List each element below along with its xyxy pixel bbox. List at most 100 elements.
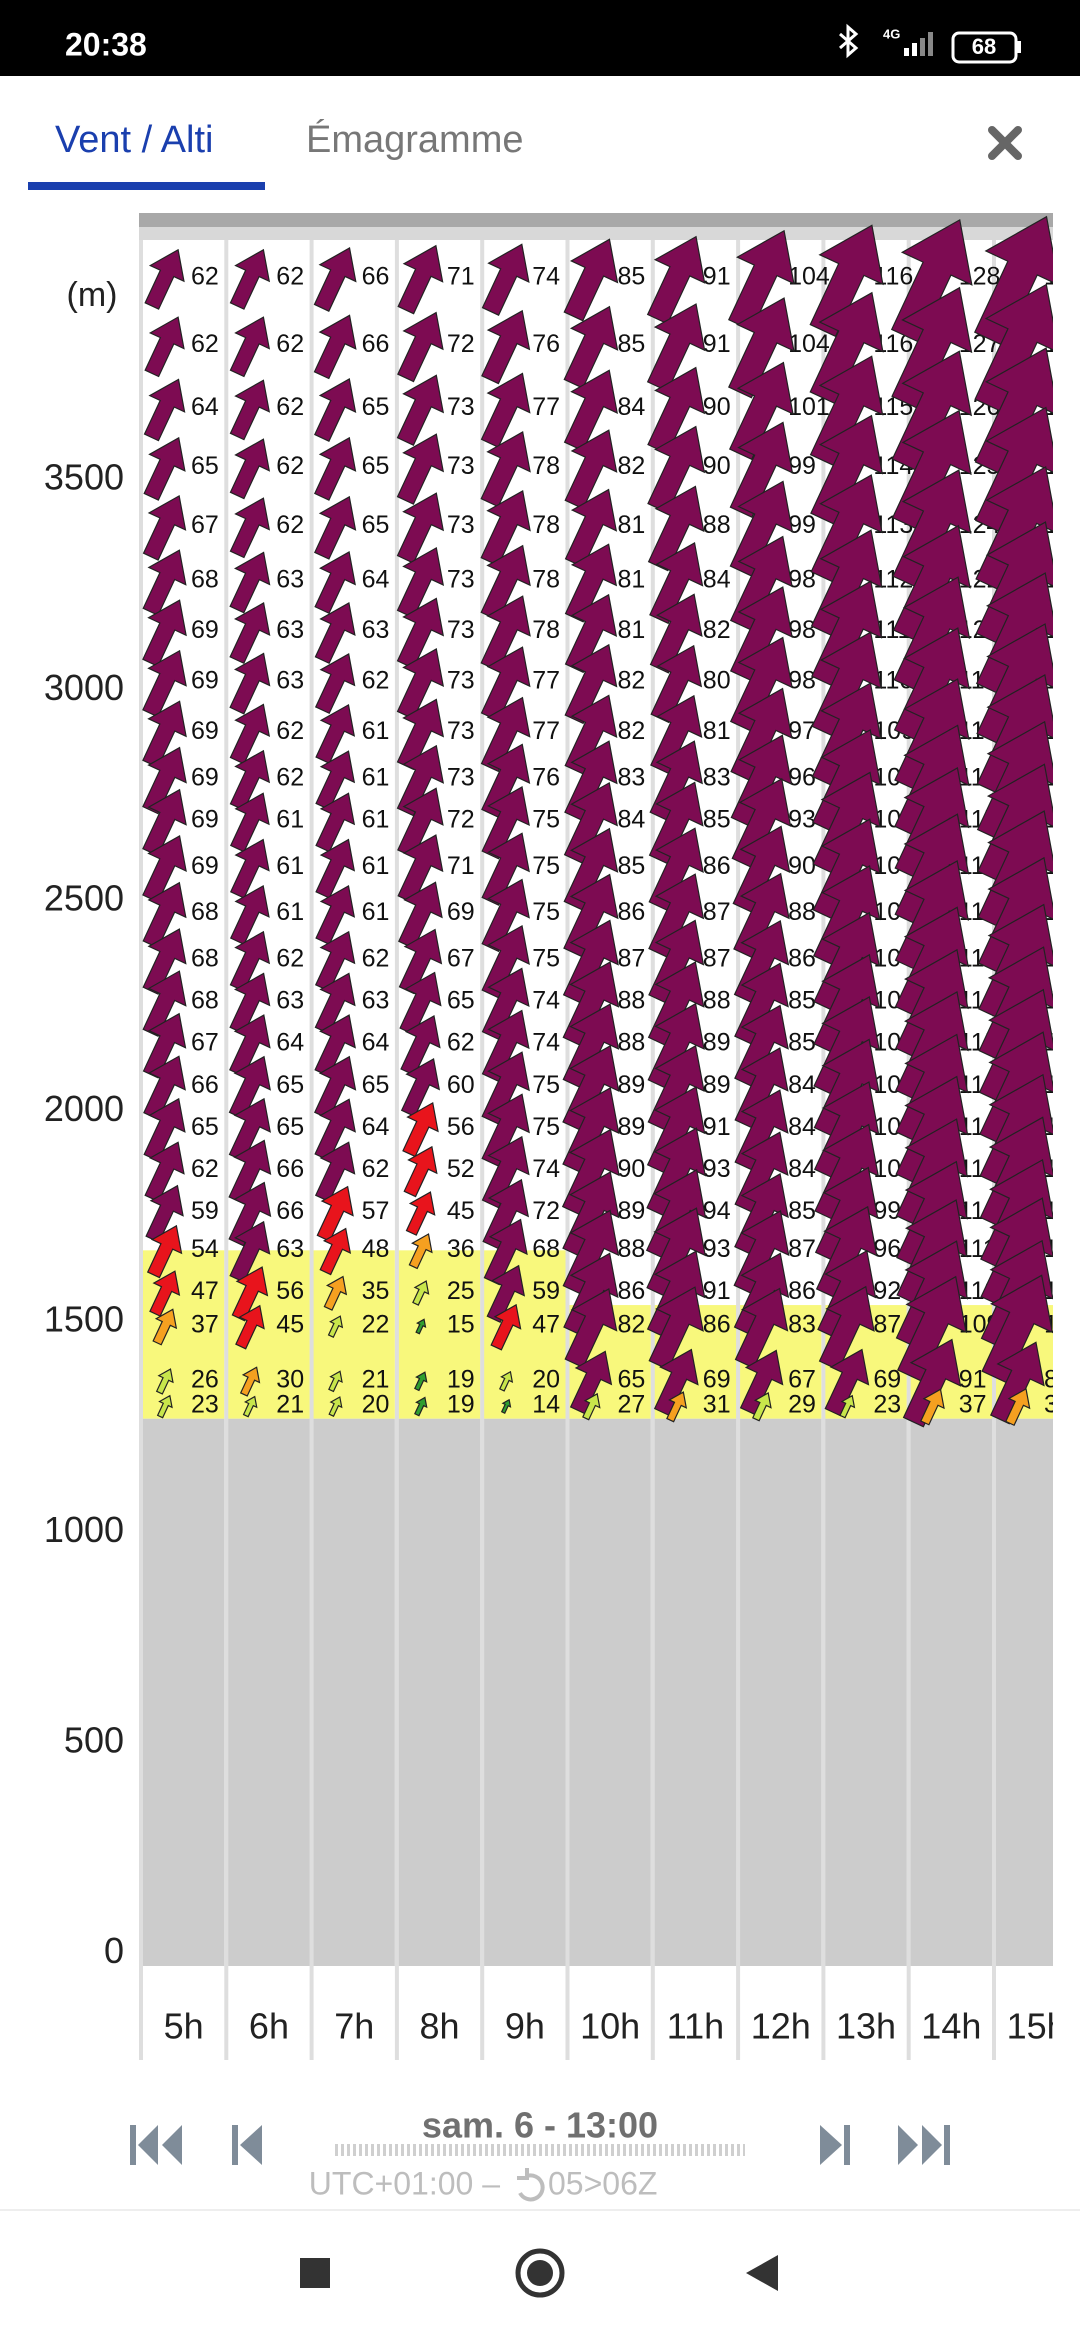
wind-arrow: [481, 878, 530, 953]
speed-label: 37: [959, 1391, 987, 1419]
x-tick-label: 15h: [1007, 2006, 1067, 2047]
speed-label: 67: [191, 511, 219, 539]
first-button[interactable]: [130, 2125, 182, 2165]
speed-label: 65: [276, 1113, 304, 1141]
wind-arrow: [813, 1081, 880, 1181]
speed-label: 81: [618, 511, 646, 539]
speed-label: 82: [618, 1311, 646, 1339]
speed-label: 36: [447, 1235, 475, 1263]
wind-arrow: [809, 291, 884, 405]
wind-arrow: [647, 485, 705, 572]
wind-arrow: [564, 429, 618, 510]
wind-arrow: [564, 1288, 618, 1369]
wind-arrow: [313, 377, 357, 442]
speed-label: 63: [276, 566, 304, 594]
x-tick-label: 11h: [667, 2006, 724, 2047]
wind-arrow: [810, 414, 884, 526]
wind-arrow: [143, 436, 186, 501]
speed-label: 56: [447, 1113, 475, 1141]
ground: [906, 1418, 992, 1966]
wind-arrow: [563, 305, 619, 389]
column-separator: [394, 240, 399, 2060]
ground: [309, 1418, 395, 1966]
speed-label: 73: [447, 511, 475, 539]
speed-label: 69: [191, 616, 219, 644]
wind-arrow: [975, 465, 1053, 594]
close-button[interactable]: [988, 126, 1022, 160]
speed-label: 84: [618, 806, 646, 834]
speed-label: 90: [788, 852, 816, 880]
battery-tip: [1017, 41, 1021, 53]
speed-label: 61: [276, 806, 304, 834]
wind-arrow: [897, 1275, 967, 1382]
wind-arrow: [564, 593, 618, 674]
speed-label: 47: [191, 1277, 219, 1305]
home-button[interactable]: [515, 2248, 565, 2298]
recents-button[interactable]: [300, 2258, 330, 2288]
speed-label: 69: [191, 717, 219, 745]
wind-arrow: [144, 316, 185, 378]
column-separator: [224, 240, 229, 2060]
wind-arrow: [812, 728, 882, 835]
speed-label: 99: [788, 452, 816, 480]
thermal-layer: [309, 1250, 395, 1419]
speed-label: 75: [532, 806, 560, 834]
date-label: sam. 6 - 13:00: [422, 2105, 658, 2146]
last-button[interactable]: [898, 2125, 950, 2165]
speed-label: 65: [191, 1113, 219, 1141]
speed-label: 67: [191, 1029, 219, 1057]
speed-label: 23: [873, 1391, 901, 1419]
wind-arrow: [228, 1181, 272, 1247]
speed-label: 89: [618, 1113, 646, 1141]
tab-wind[interactable]: Vent / Alti: [55, 119, 213, 161]
speed-label: 96: [873, 1235, 901, 1263]
wind-arrow: [229, 602, 271, 665]
speed-label: 67: [788, 1365, 816, 1393]
ground: [224, 1418, 310, 1966]
wind-arrow: [920, 1388, 945, 1426]
speed-label: 72: [447, 330, 475, 358]
wind-arrow: [414, 1371, 428, 1392]
speed-label: 85: [788, 987, 816, 1015]
wind-arrow: [328, 1396, 343, 1417]
speed-label: 76: [532, 763, 560, 791]
y-tick-label: 0: [104, 1930, 124, 1971]
wind-arrow: [989, 1341, 1045, 1425]
wind-arrow: [481, 924, 530, 999]
status-bar: [0, 0, 1080, 76]
speed-label: 74: [532, 987, 560, 1015]
wind-arrow: [316, 1185, 354, 1242]
speed-label: 63: [276, 987, 304, 1015]
refresh-icon[interactable]: [517, 2168, 545, 2202]
back-button[interactable]: [746, 2255, 778, 2291]
column-separator: [565, 240, 570, 2060]
speed-label: 96: [788, 763, 816, 791]
ground: [650, 1418, 737, 1966]
wind-arrow: [894, 860, 969, 973]
speed-label: 91: [703, 1277, 731, 1305]
speed-label: 78: [532, 452, 560, 480]
x-tick-label: 14h: [921, 2006, 981, 2047]
speed-label: 78: [532, 566, 560, 594]
tab-emagram[interactable]: Émagramme: [306, 118, 524, 161]
next-button[interactable]: [820, 2125, 850, 2165]
speed-label: 86: [703, 852, 731, 880]
speed-label: 84: [618, 393, 646, 421]
wind-arrow: [813, 953, 880, 1056]
wind-arrow: [143, 378, 186, 442]
wind-arrow: [242, 1395, 258, 1418]
speed-label: 62: [362, 944, 390, 972]
wind-arrow: [481, 243, 530, 316]
battery-icon: [951, 31, 1018, 64]
wind-arrow: [402, 1101, 439, 1158]
previous-button[interactable]: [232, 2125, 262, 2165]
speed-label: 98: [788, 667, 816, 695]
speed-label: 87: [788, 1235, 816, 1263]
wind-arrow: [481, 309, 531, 385]
speed-label: 65: [447, 987, 475, 1015]
wind-arrow: [977, 763, 1053, 885]
ground: [736, 1418, 822, 1966]
wind-arrow: [142, 494, 187, 561]
speed-label: 61: [362, 763, 390, 791]
y-tick-label: 2500: [44, 877, 124, 918]
